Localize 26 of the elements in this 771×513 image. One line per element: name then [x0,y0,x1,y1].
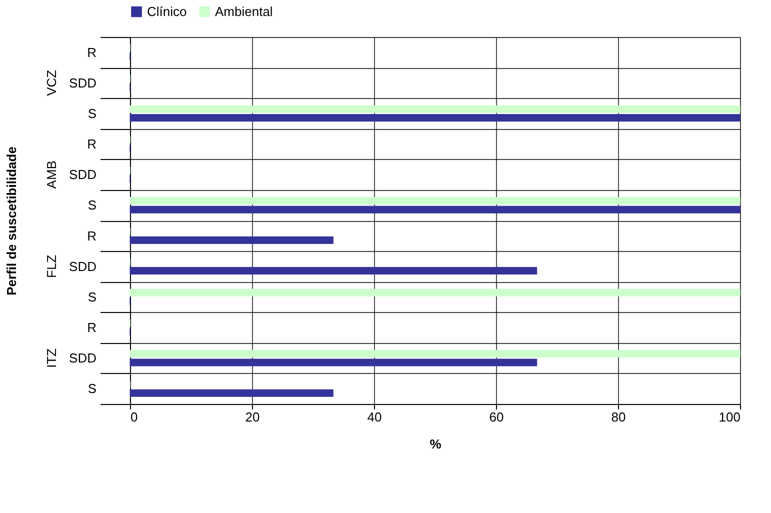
y-tick-label: R [87,228,96,244]
y-tick-label: R [87,136,96,152]
x-tick-label: 40 [367,410,382,424]
x-axis-title: % [430,436,442,452]
text: ITZ [44,348,59,368]
legend-label: Ambiental [215,4,273,19]
x-tick-label: 100 [718,410,740,424]
y-tick-label: R [87,44,96,60]
y-tick-label: S [88,381,97,396]
x-tick-label: 60 [489,410,504,424]
y-tick-label: R [87,320,96,336]
y-tick-label: S [88,198,97,213]
y-tick-label: S [88,106,97,121]
text: AMB [44,160,59,189]
y-tick-label: SDD [69,167,96,182]
text: VCZ [44,70,59,96]
y-tick-label: SDD [69,258,96,274]
x-tick-label: 20 [245,410,260,424]
x-tick-label: 0 [130,410,138,424]
y-tick-label: SDD [69,350,96,366]
y-tick-label: SDD [69,75,96,90]
legend-label: Clínico [147,4,187,19]
y-axis-title: Perfil de suscetibilidade [4,146,20,296]
y-tick-label: S [88,289,97,304]
x-tick-label: 80 [611,410,626,424]
text: FLZ [44,254,59,278]
